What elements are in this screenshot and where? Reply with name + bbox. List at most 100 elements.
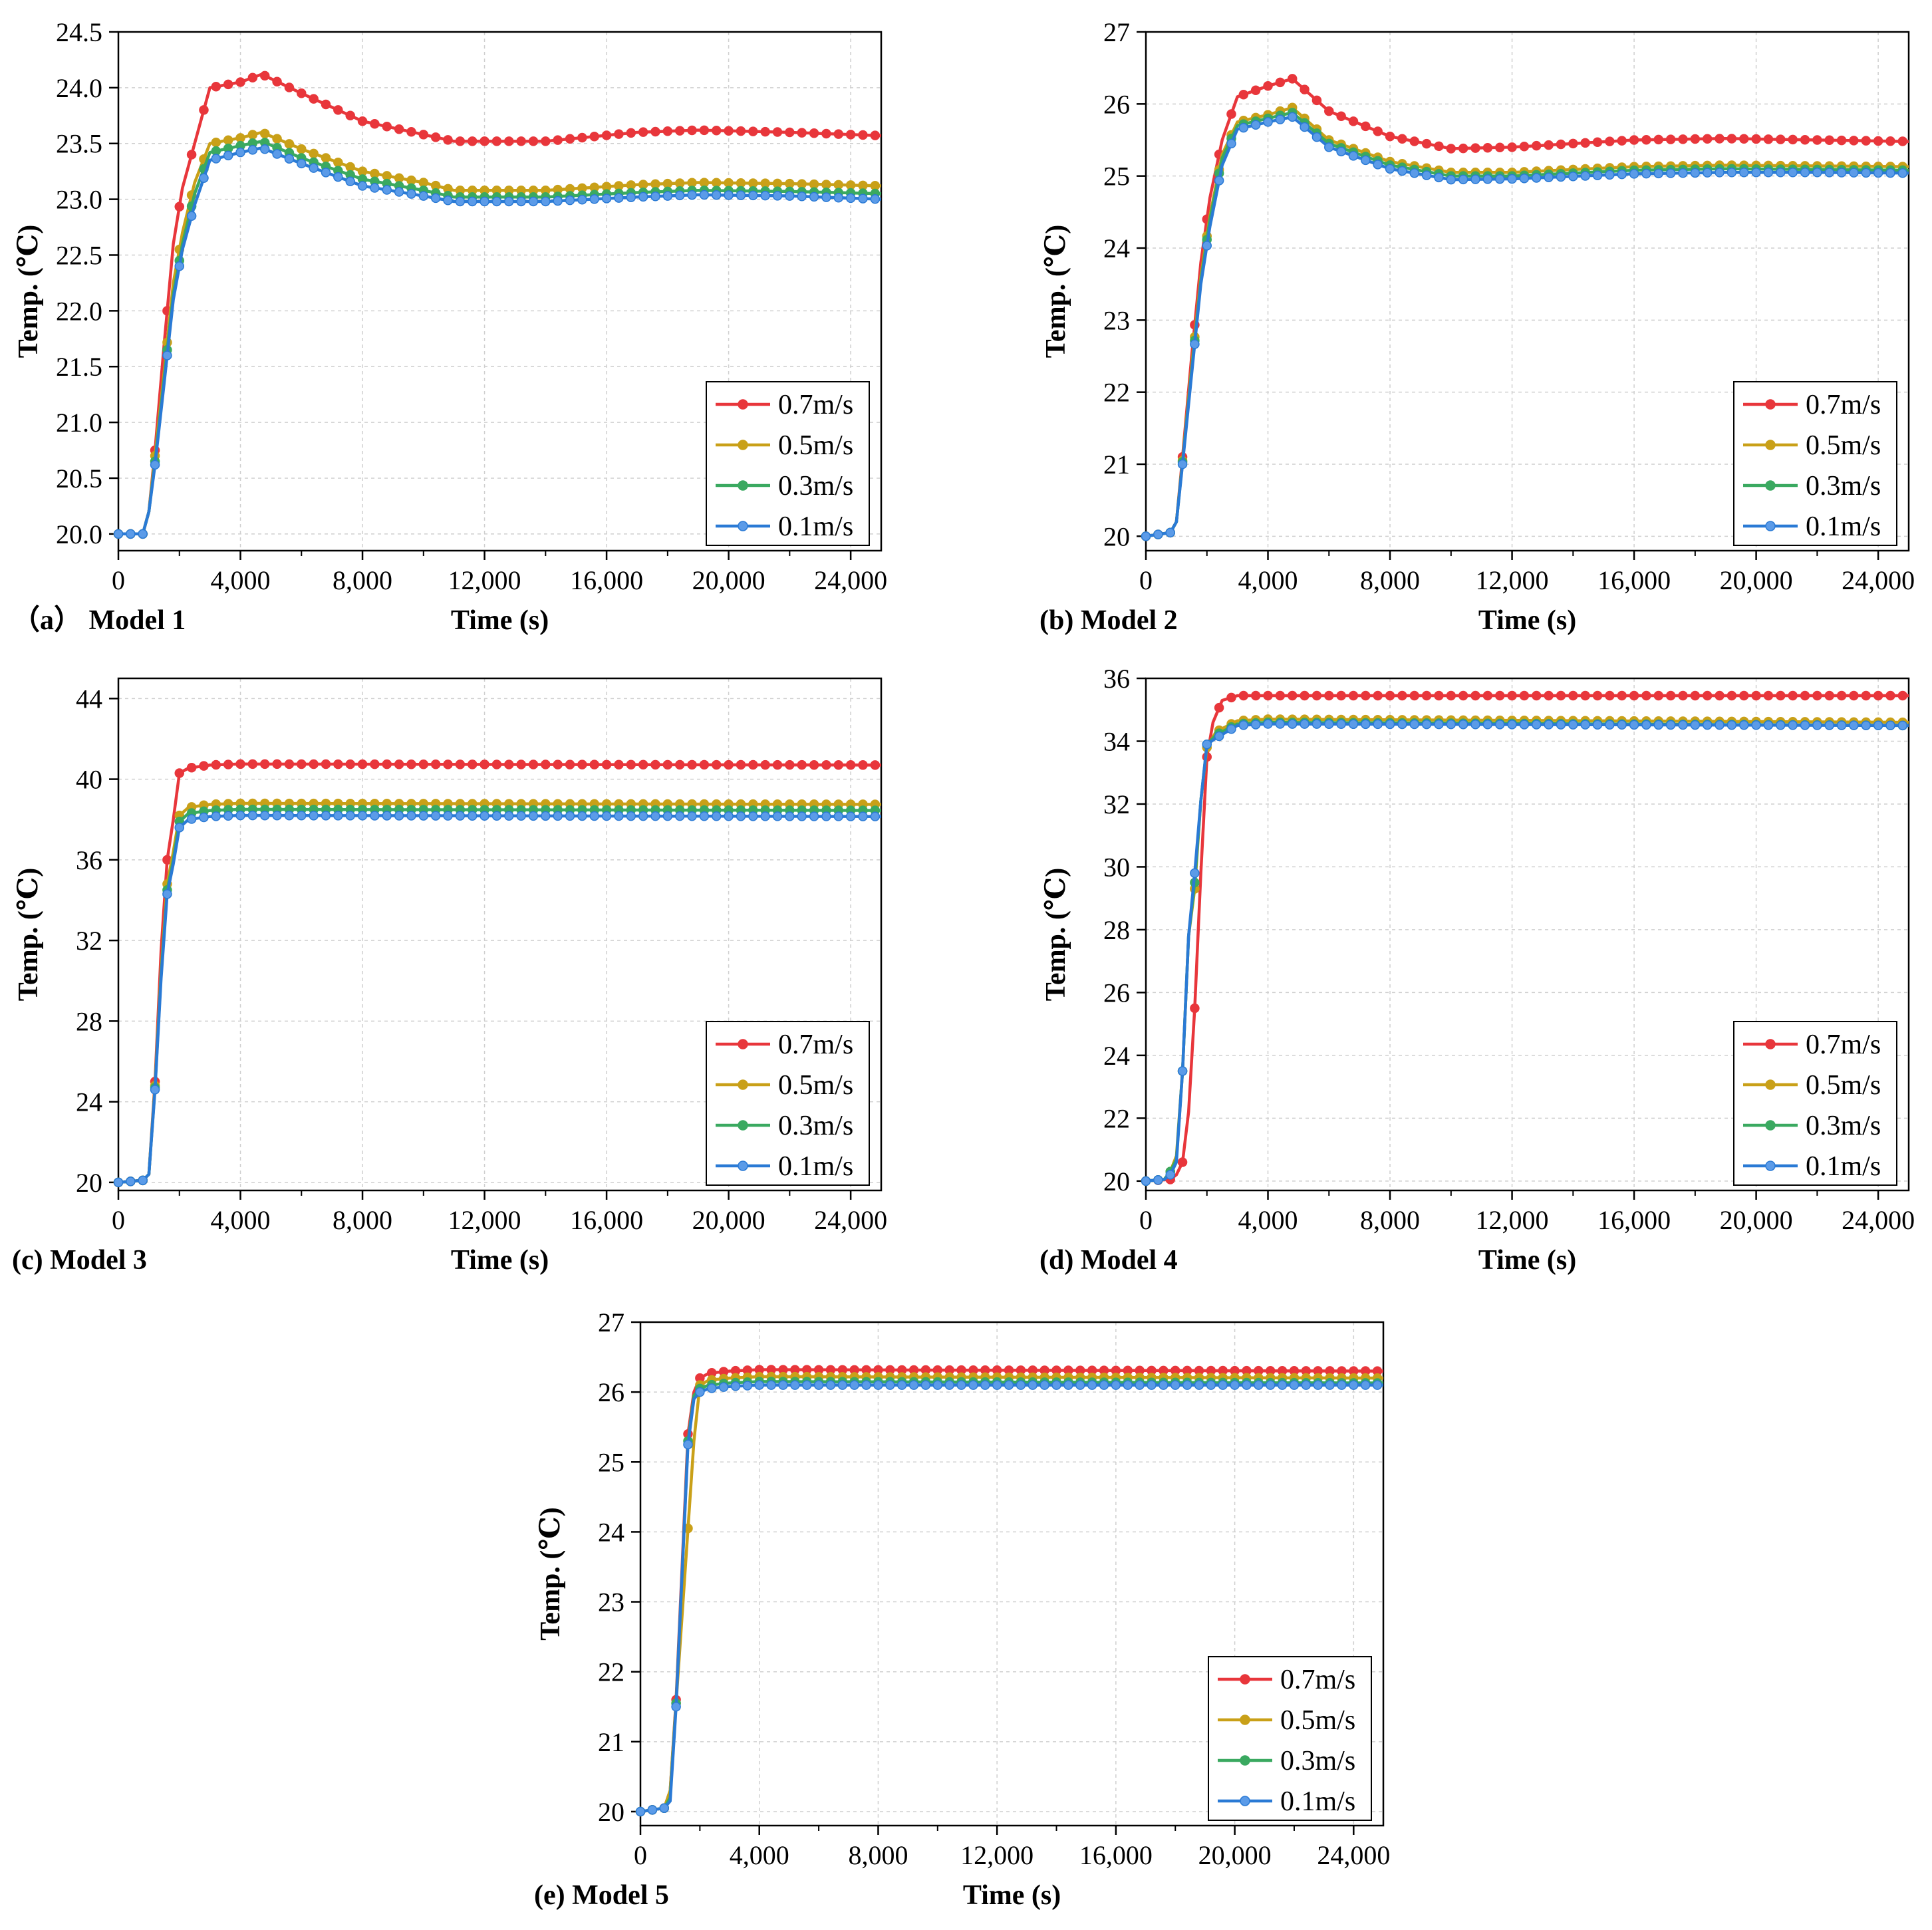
- data-point: [635, 1806, 646, 1817]
- y-tick-label: 28: [76, 1006, 102, 1036]
- data-point: [1458, 719, 1468, 730]
- data-point: [418, 759, 429, 769]
- data-point: [980, 1380, 990, 1390]
- data-point: [1446, 690, 1456, 701]
- series-0.7m/s: [113, 759, 882, 1188]
- data-point: [553, 196, 563, 206]
- data-point: [944, 1380, 954, 1390]
- data-point: [1254, 1380, 1264, 1390]
- data-point: [309, 811, 319, 821]
- data-point: [736, 126, 746, 136]
- data-point: [1532, 140, 1542, 151]
- data-point: [1776, 720, 1786, 730]
- data-point: [284, 811, 295, 821]
- legend-label: 0.7m/s: [1280, 1665, 1355, 1695]
- data-point: [174, 261, 185, 271]
- data-point: [382, 759, 392, 769]
- data-point: [1385, 690, 1395, 701]
- y-tick-label: 26: [1103, 89, 1130, 119]
- data-point: [1409, 690, 1419, 701]
- data-point: [321, 99, 331, 110]
- data-point: [1238, 90, 1249, 100]
- data-point: [809, 192, 819, 202]
- data-point: [1629, 690, 1639, 701]
- data-point: [565, 195, 575, 206]
- data-point: [1446, 174, 1456, 185]
- data-point: [1568, 171, 1578, 182]
- data-point: [1265, 1380, 1276, 1390]
- data-point: [687, 811, 697, 821]
- data-point: [674, 190, 685, 201]
- data-point: [1190, 868, 1200, 879]
- data-point: [885, 1380, 895, 1390]
- data-point: [1800, 134, 1810, 145]
- data-point: [1605, 136, 1615, 146]
- data-point: [480, 136, 489, 146]
- legend-label: 0.5m/s: [778, 430, 853, 461]
- data-point: [1776, 168, 1786, 178]
- data-point: [541, 196, 551, 207]
- data-point: [711, 811, 722, 821]
- data-point: [1482, 720, 1493, 730]
- data-point: [394, 759, 404, 769]
- x-tick-label: 24,000: [1842, 1205, 1915, 1235]
- data-point: [1214, 176, 1224, 186]
- data-point: [662, 811, 673, 821]
- legend-swatch-marker: [1765, 521, 1776, 531]
- data-point: [1592, 690, 1603, 701]
- data-point: [638, 811, 648, 821]
- data-point: [797, 192, 807, 202]
- data-point: [662, 191, 673, 201]
- data-point: [687, 759, 697, 770]
- data-point: [1336, 690, 1346, 701]
- chart-panel-c: 0 4,000 8,000 12,000 16,000 20,000 24,000 20 24 2…: [12, 677, 887, 1276]
- data-point: [1568, 690, 1578, 701]
- data-point: [724, 759, 734, 770]
- chart-panel-e: 0 4,000 8,000 12,000 16,000 20,000 24,000 20 21 2…: [534, 1308, 1390, 1911]
- y-tick-label: 21: [598, 1727, 624, 1757]
- data-point: [284, 82, 295, 92]
- data-point: [541, 136, 551, 146]
- data-point: [1738, 134, 1749, 144]
- data-point: [861, 1380, 871, 1390]
- data-point: [858, 130, 868, 140]
- data-point: [718, 1382, 729, 1392]
- data-point: [1214, 731, 1224, 742]
- y-tick-label: 22: [598, 1657, 624, 1687]
- data-point: [809, 759, 819, 770]
- data-point: [760, 126, 770, 137]
- data-point: [1873, 690, 1883, 701]
- data-point: [333, 759, 343, 769]
- data-point: [1812, 168, 1822, 178]
- x-tick-label: 16,000: [570, 565, 643, 595]
- data-point: [1519, 173, 1530, 184]
- data-point: [1556, 690, 1566, 701]
- data-point: [345, 176, 355, 187]
- data-point: [1311, 690, 1322, 701]
- data-point: [1434, 172, 1444, 183]
- data-point: [430, 193, 441, 204]
- data-point: [174, 823, 185, 833]
- y-tick-label: 30: [1103, 852, 1130, 882]
- data-point: [1690, 168, 1701, 178]
- x-tick-label: 20,000: [692, 1205, 765, 1235]
- x-tick-label: 4,000: [730, 1840, 789, 1870]
- data-point: [785, 191, 795, 201]
- data-point: [736, 759, 746, 770]
- series-0.1m/s: [1141, 112, 1909, 541]
- data-point: [321, 759, 331, 769]
- data-point: [577, 132, 587, 143]
- data-point: [1250, 720, 1261, 730]
- data-point: [706, 1383, 717, 1393]
- data-point: [813, 1380, 824, 1390]
- data-point: [504, 196, 514, 207]
- x-tick-label: 12,000: [448, 1205, 521, 1235]
- y-tick-label: 25: [1103, 162, 1130, 192]
- y-tick-label: 22: [1103, 378, 1130, 408]
- data-point: [1250, 85, 1261, 95]
- data-point: [1763, 134, 1774, 144]
- data-point: [1702, 168, 1713, 178]
- x-tick-label: 24,000: [1842, 565, 1915, 595]
- data-point: [272, 149, 282, 159]
- legend-box: [1733, 381, 1897, 546]
